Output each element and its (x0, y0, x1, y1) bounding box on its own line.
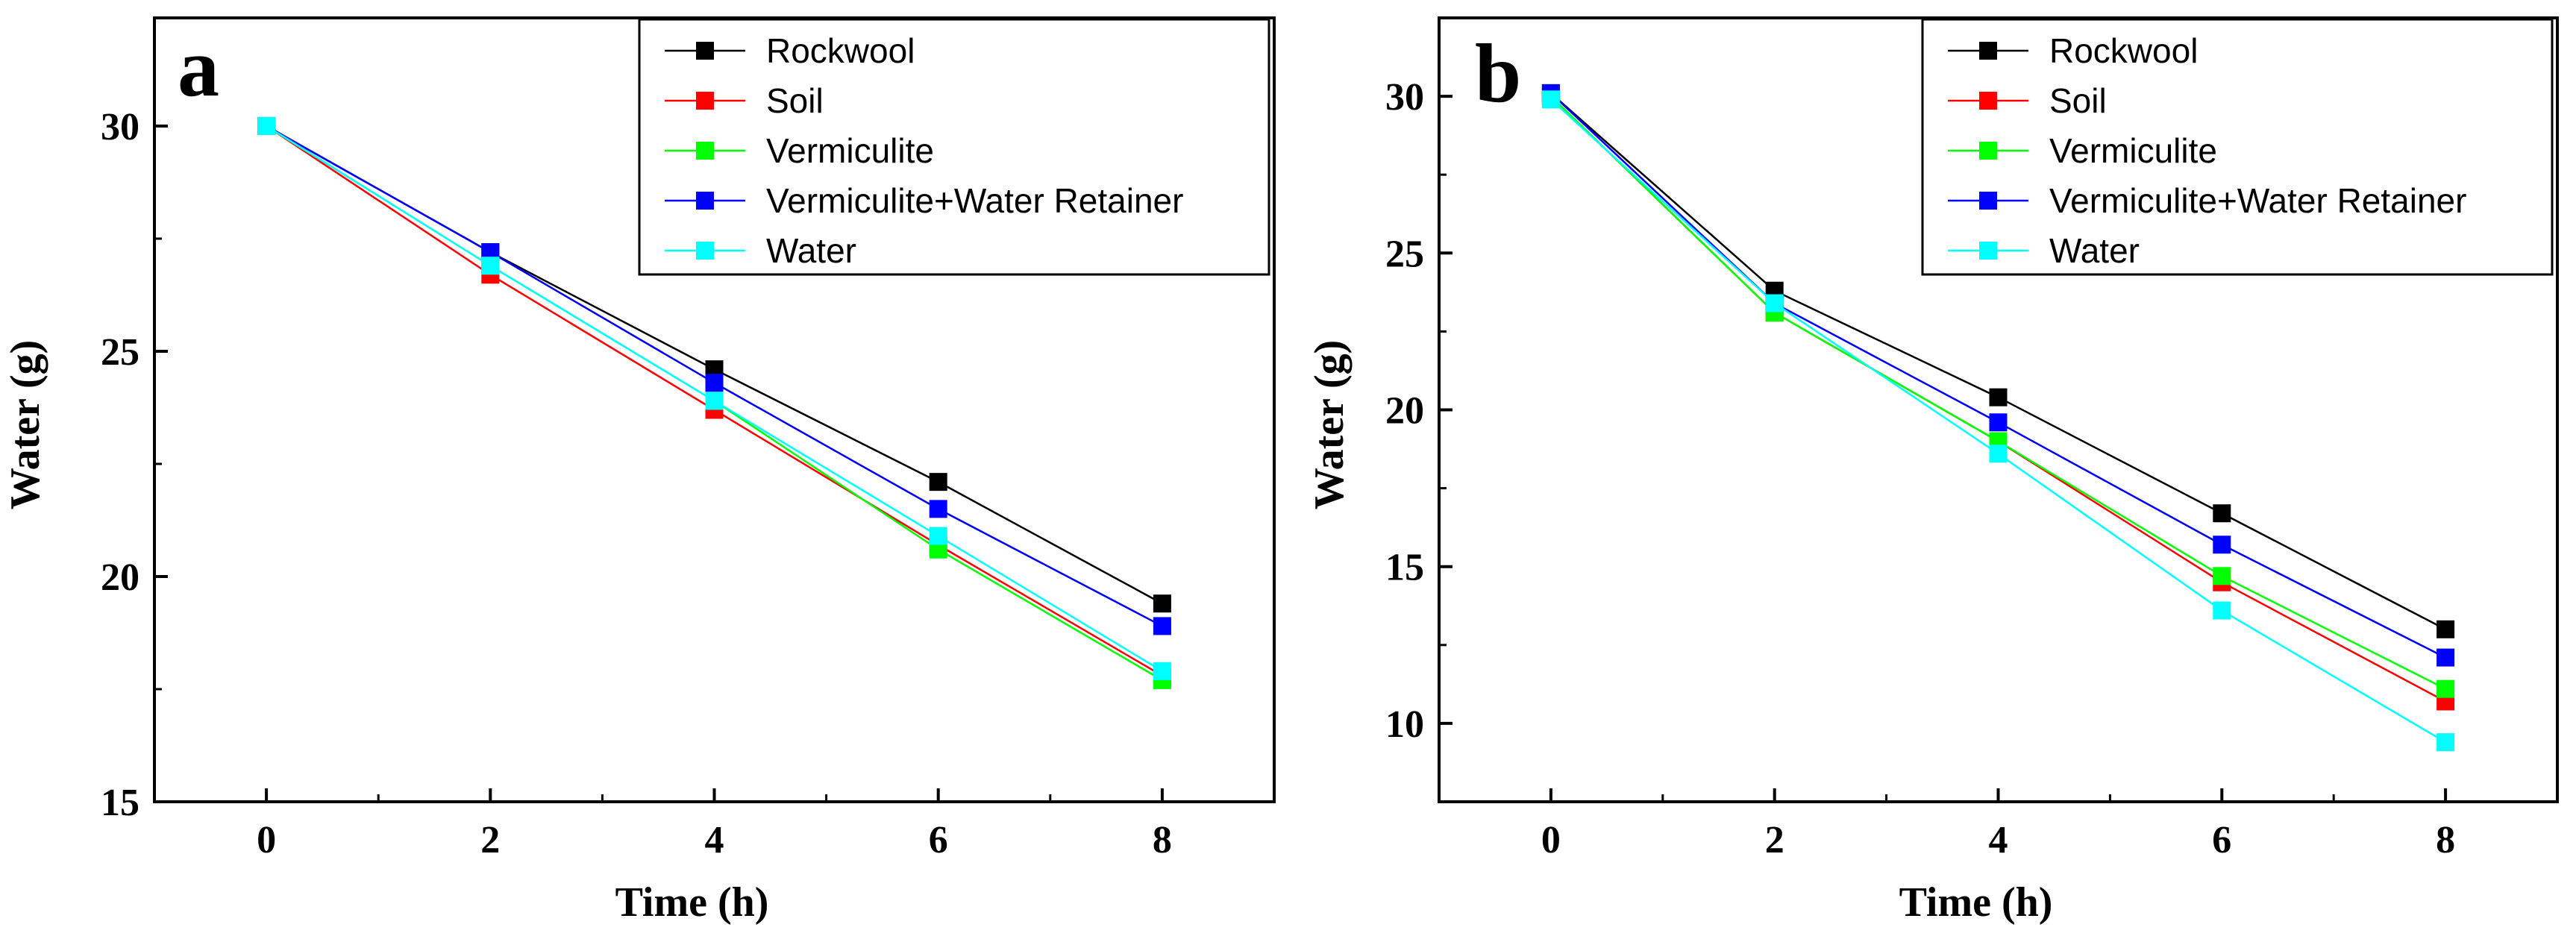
legend-marker (1979, 42, 1997, 60)
data-point (2436, 679, 2455, 698)
legend-marker (1979, 192, 1997, 210)
legend: Rockwool Soil Vermiculite Vermiculite+Water… (1921, 18, 2554, 276)
legend-marker (1979, 142, 1997, 160)
y-tick-label: 20 (1385, 390, 1424, 433)
data-point (929, 473, 947, 492)
data-point (1153, 662, 1171, 680)
data-point (2436, 648, 2455, 667)
legend-box (638, 18, 1270, 276)
y-tick-label: 25 (101, 331, 140, 374)
legend-label: Rockwool (766, 31, 915, 70)
data-point (481, 257, 500, 275)
x-tick-label: 8 (2436, 819, 2455, 861)
legend-label: Vermiculite+Water Retainer (766, 181, 1183, 220)
data-point (2436, 733, 2455, 752)
y-axis-title: Water (g) (2, 340, 48, 510)
x-tick-label: 8 (1153, 819, 1172, 861)
data-point (2213, 504, 2231, 523)
data-point (2436, 620, 2455, 638)
y-tick-label: 15 (1385, 547, 1424, 589)
data-point (929, 527, 947, 545)
legend-label: Soil (766, 81, 824, 120)
y-tick-label: 15 (101, 782, 140, 824)
x-tick-label: 0 (1541, 819, 1561, 861)
y-axis-title: Water (g) (1306, 340, 1353, 510)
legend-marker (696, 92, 714, 110)
data-point (2213, 601, 2231, 620)
y-tick-label: 30 (101, 106, 140, 148)
chart-panel-b: 0 2 4 6 8 10 15 20 25 30 Time (h) Water (g) b Rockwoo… (1306, 16, 2559, 926)
y-tick-label: 20 (101, 556, 140, 599)
legend-label: Soil (2049, 81, 2107, 120)
legend-marker (1979, 92, 1997, 110)
data-point (2213, 536, 2231, 554)
x-axis-title: Time (h) (1899, 879, 2053, 926)
x-tick-label: 0 (257, 819, 276, 861)
legend-marker (696, 142, 714, 160)
x-tick-label: 6 (929, 819, 948, 861)
data-point (1153, 594, 1171, 613)
data-point (1989, 388, 2008, 406)
y-tick-label: 25 (1385, 233, 1424, 275)
legend-label: Water (2049, 231, 2140, 270)
data-point (1153, 617, 1171, 635)
data-point (705, 374, 724, 392)
data-point (929, 500, 947, 518)
legend-label: Vermiculite (2049, 131, 2217, 170)
legend-label: Vermiculite+Water Retainer (2049, 181, 2466, 220)
y-tick-label: 10 (1385, 703, 1424, 746)
legend-marker (696, 42, 714, 60)
data-point (1765, 294, 1784, 313)
legend-marker (696, 242, 714, 260)
chart-panel-a: 0 2 4 6 8 15 20 25 30 Time (h) Water (g) a Rockwool S… (2, 16, 1276, 926)
legend-box (1921, 18, 2554, 276)
x-axis-title: Time (h) (615, 879, 769, 926)
data-point (1989, 413, 2008, 432)
x-tick-label: 6 (2212, 819, 2231, 861)
legend-label: Rockwool (2049, 31, 2198, 70)
x-tick-label: 2 (480, 819, 500, 861)
x-tick-label: 4 (1989, 819, 2008, 861)
x-tick-label: 4 (705, 819, 724, 861)
legend-marker (1979, 242, 1997, 260)
legend-label: Water (766, 231, 856, 270)
data-point (1541, 90, 1560, 109)
legend-label: Vermiculite (766, 131, 934, 170)
data-point (705, 392, 724, 410)
legend: Rockwool Soil Vermiculite Vermiculite+Water… (638, 18, 1270, 276)
data-point (257, 116, 276, 135)
data-point (1989, 445, 2008, 463)
data-point (2213, 567, 2231, 585)
legend-marker (696, 192, 714, 210)
panel-letter: a (178, 22, 219, 114)
panel-letter: b (1475, 28, 1521, 120)
y-tick-label: 30 (1385, 76, 1424, 119)
x-tick-label: 2 (1765, 819, 1784, 861)
